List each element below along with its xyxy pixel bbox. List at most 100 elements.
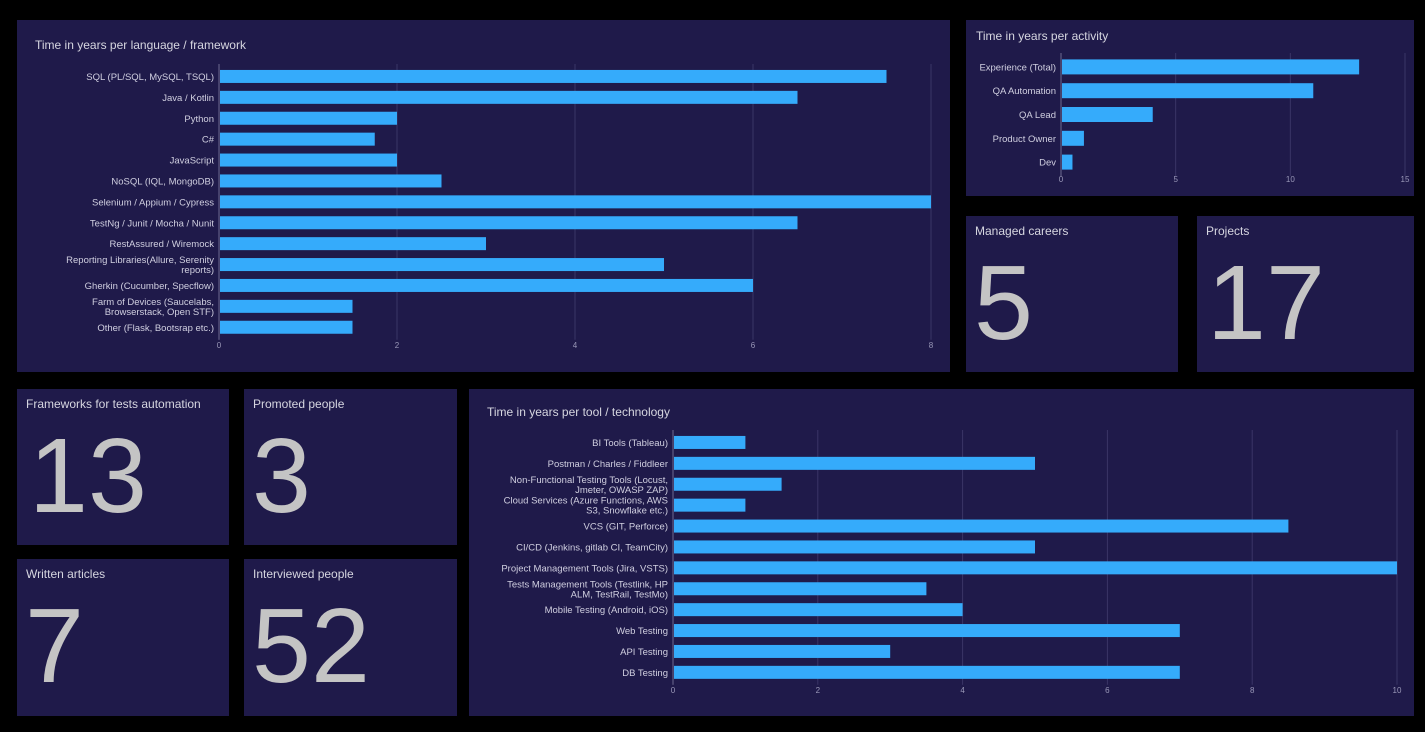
articles-label: Written articles <box>26 567 106 581</box>
bar <box>220 320 353 334</box>
frameworks-value: 13 <box>29 417 147 535</box>
bar <box>1062 130 1084 146</box>
bar <box>220 299 353 313</box>
promoted-value: 3 <box>252 417 311 535</box>
category-label: C# <box>202 135 215 146</box>
x-tick-label: 6 <box>1105 686 1110 695</box>
x-tick-label: 0 <box>1059 175 1064 184</box>
category-label: Tests Management Tools (Testlink, HP <box>507 579 668 590</box>
languages-chart: 0 2 4 6 8 SQL (PL/SQL, MySQL, TSQL) Java / Kot… <box>66 64 934 350</box>
activities-panel: Time in years per activity 0 5 10 15 Experie… <box>966 20 1414 196</box>
managed-careers-label: Managed careers <box>975 224 1069 238</box>
bar <box>220 153 397 167</box>
bar <box>674 519 1289 533</box>
x-tick-label: 2 <box>816 686 821 695</box>
category-label: QA Lead <box>1019 110 1056 121</box>
category-label: S3, Snowflake etc.) <box>586 506 668 517</box>
category-label: ALM, TestRail, TestMo) <box>571 589 668 600</box>
category-label: Java / Kotlin <box>162 93 214 104</box>
x-tick-label: 2 <box>395 341 400 350</box>
x-tick-label: 4 <box>573 341 578 350</box>
bar <box>220 195 931 209</box>
x-tick-label: 0 <box>217 341 222 350</box>
languages-title: Time in years per language / framework <box>35 38 246 52</box>
bar <box>674 624 1180 638</box>
x-tick-label: 10 <box>1393 686 1402 695</box>
bar <box>674 603 963 617</box>
bar <box>674 582 927 596</box>
category-label: BI Tools (Tableau) <box>592 438 668 449</box>
category-label: CI/CD (Jenkins, gitlab CI, TeamCity) <box>516 542 668 553</box>
bar <box>1062 59 1360 75</box>
x-tick-label: 10 <box>1286 175 1295 184</box>
bar <box>220 237 486 251</box>
bar <box>220 132 375 146</box>
bar <box>1062 107 1153 122</box>
category-label: Product Owner <box>993 134 1056 145</box>
category-label: Mobile Testing (Android, iOS) <box>545 605 668 616</box>
category-label: Browserstack, Open STF) <box>105 307 214 318</box>
articles-value: 7 <box>25 587 84 705</box>
bar <box>1062 83 1314 99</box>
category-label: Jmeter, OWASP ZAP) <box>575 485 668 496</box>
tools-panel: Time in years per tool / technology 0 2 4 6… <box>469 389 1414 716</box>
tools-title: Time in years per tool / technology <box>487 405 670 419</box>
bar <box>220 69 887 83</box>
bar <box>220 258 664 272</box>
activities-title: Time in years per activity <box>976 29 1109 43</box>
x-tick-label: 6 <box>751 341 756 350</box>
category-label: QA Automation <box>993 86 1056 97</box>
projects-value: 17 <box>1207 244 1325 362</box>
bar <box>674 456 1035 470</box>
bar <box>674 665 1180 679</box>
category-label: Cloud Services (Azure Functions, AWS <box>504 496 668 507</box>
managed-careers-card: Managed careers 5 <box>966 216 1178 372</box>
category-label: Non-Functional Testing Tools (Locust, <box>510 475 668 486</box>
bar <box>674 540 1035 554</box>
bar <box>674 477 782 491</box>
bar <box>220 111 397 125</box>
bar <box>674 435 746 449</box>
category-label: Selenium / Appium / Cypress <box>92 197 214 208</box>
category-label: NoSQL (IQL, MongoDB) <box>111 176 214 187</box>
interviewed-value: 52 <box>252 587 370 705</box>
category-label: reports) <box>181 265 214 276</box>
x-tick-label: 0 <box>671 686 676 695</box>
x-tick-label: 8 <box>1250 686 1255 695</box>
category-label: Gherkin (Cucumber, Specflow) <box>85 281 214 292</box>
projects-label: Projects <box>1206 224 1250 238</box>
interviewed-label: Interviewed people <box>253 567 354 581</box>
projects-card: Projects 17 <box>1197 216 1414 372</box>
category-label: DB Testing <box>622 668 668 679</box>
category-label: Dev <box>1039 158 1056 169</box>
category-label: SQL (PL/SQL, MySQL, TSQL) <box>86 72 214 83</box>
tools-chart: 0 2 4 6 8 10 BI Tools (Tableau) Postman / Charl… <box>501 430 1402 695</box>
promoted-card: Promoted people 3 <box>244 389 457 545</box>
category-label: Farm of Devices (Saucelabs, <box>92 297 214 308</box>
category-label: API Testing <box>620 647 668 658</box>
bar <box>220 216 798 230</box>
category-label: RestAssured / Wiremock <box>109 239 214 250</box>
promoted-label: Promoted people <box>253 397 345 411</box>
interviewed-card: Interviewed people 52 <box>244 559 457 716</box>
bar <box>220 174 442 188</box>
category-label: Other (Flask, Bootsrap etc.) <box>97 323 214 334</box>
bar <box>1062 154 1073 170</box>
languages-panel: Time in years per language / framework 0… <box>17 20 950 372</box>
x-tick-label: 8 <box>929 341 934 350</box>
managed-careers-value: 5 <box>974 244 1033 362</box>
category-label: JavaScript <box>170 156 215 167</box>
bar <box>674 498 746 512</box>
category-label: TestNg / Junit / Mocha / Nunit <box>90 218 214 229</box>
category-label: Postman / Charles / Fiddleer <box>548 459 668 470</box>
x-tick-label: 4 <box>960 686 965 695</box>
frameworks-card: Frameworks for tests automation 13 <box>17 389 229 545</box>
frameworks-label: Frameworks for tests automation <box>26 397 201 411</box>
category-label: Reporting Libraries(Allure, Serenity <box>66 255 214 266</box>
x-tick-label: 15 <box>1401 175 1410 184</box>
bar <box>674 561 1397 575</box>
bar <box>220 90 798 104</box>
category-label: Experience (Total) <box>979 62 1056 73</box>
category-label: Web Testing <box>616 626 668 637</box>
bar <box>220 278 753 292</box>
